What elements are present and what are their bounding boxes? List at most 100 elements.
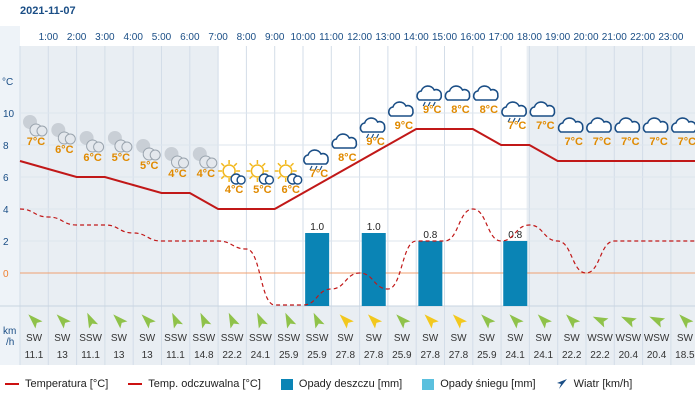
wind-arrow-icon bbox=[367, 314, 383, 329]
moon-cloud-icon bbox=[23, 115, 48, 137]
wind-speed: 27.8 bbox=[420, 350, 440, 361]
moon-cloud-icon bbox=[51, 123, 76, 145]
legend: Temperatura [°C] Temp. odczuwalna [°C] O… bbox=[5, 372, 691, 396]
wind-speed: 13 bbox=[113, 350, 125, 361]
y-axis-tick: 2 bbox=[3, 237, 9, 248]
wind-arrow-shape bbox=[172, 312, 183, 329]
rain-drop bbox=[376, 133, 380, 139]
wind-direction: SW bbox=[366, 333, 383, 344]
wind-direction: SW bbox=[535, 333, 552, 344]
wind-arrow-icon bbox=[481, 314, 496, 329]
rain-bar bbox=[418, 241, 443, 306]
wind-speed: 27.8 bbox=[364, 350, 384, 361]
rain-drop bbox=[427, 101, 431, 107]
y-axis-tick: 6 bbox=[3, 173, 9, 184]
hour-label: 21:00 bbox=[602, 32, 627, 43]
wind-arrow-shape bbox=[28, 314, 43, 329]
cloud-shape bbox=[359, 117, 386, 133]
wind-arrow-icon bbox=[28, 314, 43, 329]
wind-speed: 14.8 bbox=[194, 350, 214, 361]
wind-arrow-shape bbox=[481, 314, 496, 329]
wind-arrow-icon bbox=[87, 312, 99, 329]
wind-arrow-shape bbox=[424, 314, 439, 329]
y-axis-tick: 4 bbox=[3, 205, 9, 216]
y-axis-tick: 10 bbox=[3, 109, 15, 120]
wind-direction: SSW bbox=[221, 333, 244, 344]
wind-arrow-shape bbox=[509, 314, 524, 329]
temperature-label: 6°C bbox=[55, 144, 74, 156]
rain-bar-value: 1.0 bbox=[310, 222, 324, 233]
wind-arrow-icon bbox=[592, 316, 609, 328]
temperature-label: 9°C bbox=[395, 120, 414, 132]
moon-cloud-icon bbox=[79, 131, 105, 153]
hour-label: 10:00 bbox=[290, 32, 315, 43]
cloud-shape bbox=[472, 85, 499, 101]
rain-cloud-icon bbox=[303, 149, 329, 171]
hour-label: 12:00 bbox=[347, 32, 372, 43]
wind-speed: 27.8 bbox=[336, 350, 356, 361]
wind-speed: 25.9 bbox=[392, 350, 412, 361]
hour-label: 11:00 bbox=[319, 32, 344, 43]
legend-feels-like-label: Temp. odczuwalna [°C] bbox=[148, 378, 261, 390]
wind-arrow-shape bbox=[621, 316, 637, 328]
wind-direction: SW bbox=[422, 333, 439, 344]
cloud-shape bbox=[416, 85, 443, 101]
cloud-shape bbox=[303, 149, 329, 165]
temperature-label: 5°C bbox=[140, 160, 159, 172]
sun-ray bbox=[249, 175, 253, 180]
temperature-label: 8°C bbox=[451, 104, 470, 116]
hour-label: 20:00 bbox=[573, 32, 598, 43]
cloud-icon bbox=[444, 85, 471, 101]
wind-direction: SSW bbox=[306, 333, 329, 344]
wind-arrow-icon bbox=[56, 314, 71, 329]
rain-swatch bbox=[280, 378, 293, 390]
sun-ray bbox=[277, 162, 282, 167]
wind-arrow-shape bbox=[592, 316, 609, 328]
wind-speed: 22.2 bbox=[562, 350, 582, 361]
temperature-label: 8°C bbox=[338, 152, 357, 164]
forecast-date: 2021-11-07 bbox=[20, 5, 76, 17]
sun-cloud-icon bbox=[218, 160, 246, 185]
y-axis-tick: 8 bbox=[3, 141, 9, 152]
wind-arrow-shape bbox=[679, 314, 694, 329]
rain-bar-value: 0.8 bbox=[508, 230, 522, 241]
wind-arrow-shape bbox=[257, 312, 268, 329]
legend-snow-label: Opady śniegu [mm] bbox=[440, 378, 536, 390]
wind-speed: 25.9 bbox=[477, 350, 497, 361]
wind-direction: SW bbox=[337, 333, 354, 344]
wind-direction: SW bbox=[507, 333, 524, 344]
moon-cloud-shape bbox=[93, 141, 105, 153]
legend-feels-like: Temp. odczuwalna [°C] bbox=[128, 378, 261, 390]
temperature-label: 4°C bbox=[168, 168, 187, 180]
feels-like-line bbox=[19, 208, 695, 306]
hour-label: 2:00 bbox=[67, 32, 87, 43]
wind-speed: 18.5 bbox=[675, 350, 695, 361]
rain-drop bbox=[314, 165, 318, 171]
temperature-line-swatch bbox=[5, 383, 19, 385]
cloud-shape bbox=[557, 117, 584, 133]
sun-ray bbox=[249, 162, 253, 167]
wind-arrow-icon bbox=[509, 314, 524, 329]
wind-arrow-icon bbox=[621, 316, 637, 328]
wind-direction: SSW bbox=[192, 333, 215, 344]
wind-direction: SW bbox=[54, 333, 71, 344]
hour-label: 14:00 bbox=[404, 32, 429, 43]
moon-cloud-shape bbox=[178, 157, 189, 169]
sun-cloud-shape bbox=[293, 175, 303, 185]
wind-arrow-icon bbox=[679, 314, 694, 329]
cloud-shape bbox=[501, 101, 527, 117]
sun-shape bbox=[250, 164, 265, 178]
wind-speed: 25.9 bbox=[307, 350, 327, 361]
hour-label: 9:00 bbox=[265, 32, 285, 43]
temperature-label: 7°C bbox=[649, 136, 668, 148]
legend-wind: Wiatr [km/h] bbox=[556, 378, 632, 390]
wind-arrow-icon bbox=[424, 314, 439, 329]
wind-direction: WSW bbox=[587, 333, 613, 344]
wind-speed: 11.1 bbox=[25, 350, 44, 361]
rain-drop bbox=[371, 133, 375, 139]
legend-temperature: Temperatura [°C] bbox=[5, 378, 108, 390]
wind-speed: 20.4 bbox=[647, 350, 667, 361]
wind-row-bg bbox=[20, 306, 695, 365]
wind-arrow-icon bbox=[113, 314, 128, 329]
moon-cloud-icon bbox=[164, 147, 189, 169]
